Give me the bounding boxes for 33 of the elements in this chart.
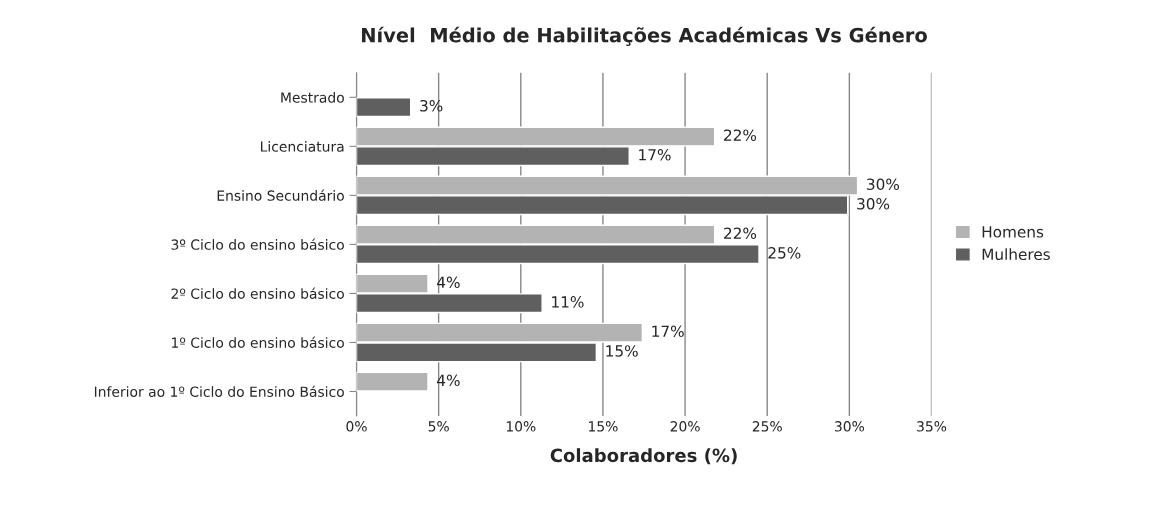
data-label: 4% [437,374,460,387]
chart-title: Nível Médio de Habilitações Académicas Vs Género [362,26,927,47]
data-label: 30% [867,178,900,190]
data-label: 25% [768,247,801,259]
data-label: 22% [724,227,757,240]
y-tick-label: Licenciatura [261,141,344,152]
x-tick-label: 5% [428,421,449,432]
data-label: 11% [552,296,584,308]
legend-label: Homens [982,226,1044,238]
data-label: 4% [437,276,460,289]
x-tick-label: 30% [834,421,865,432]
x-axis-title: Colaboradores (%) [550,448,737,465]
y-tick-label: 1º Ciclo do ensino básico [172,336,344,348]
bar [356,371,429,392]
y-tick-label: 3º Ciclo do ensino básico [171,238,344,250]
bar [356,97,412,118]
x-tick-label: 20% [670,421,700,432]
legend-label: Mulheres [982,248,1050,261]
y-tick-label: 2º Ciclo do ensino básico [171,287,344,299]
data-label: 3% [420,100,443,112]
y-tick-label: Inferior ao 1º Ciclo do Ensino Básico [94,385,344,397]
data-label: 30% [857,198,890,210]
x-tick-label: 10% [506,421,536,432]
x-tick-label: 35% [917,421,947,432]
y-tick-label: Mestrado [281,92,344,103]
data-label: 17% [639,149,671,161]
x-tick-label: 15% [589,421,618,432]
x-tick-label: 0% [346,421,367,432]
x-tick-label: 25% [752,421,782,432]
data-label: 15% [606,345,638,357]
y-tick-label: Ensino Secundário [217,189,344,201]
data-label: 17% [652,325,684,338]
data-label: 22% [724,129,757,141]
